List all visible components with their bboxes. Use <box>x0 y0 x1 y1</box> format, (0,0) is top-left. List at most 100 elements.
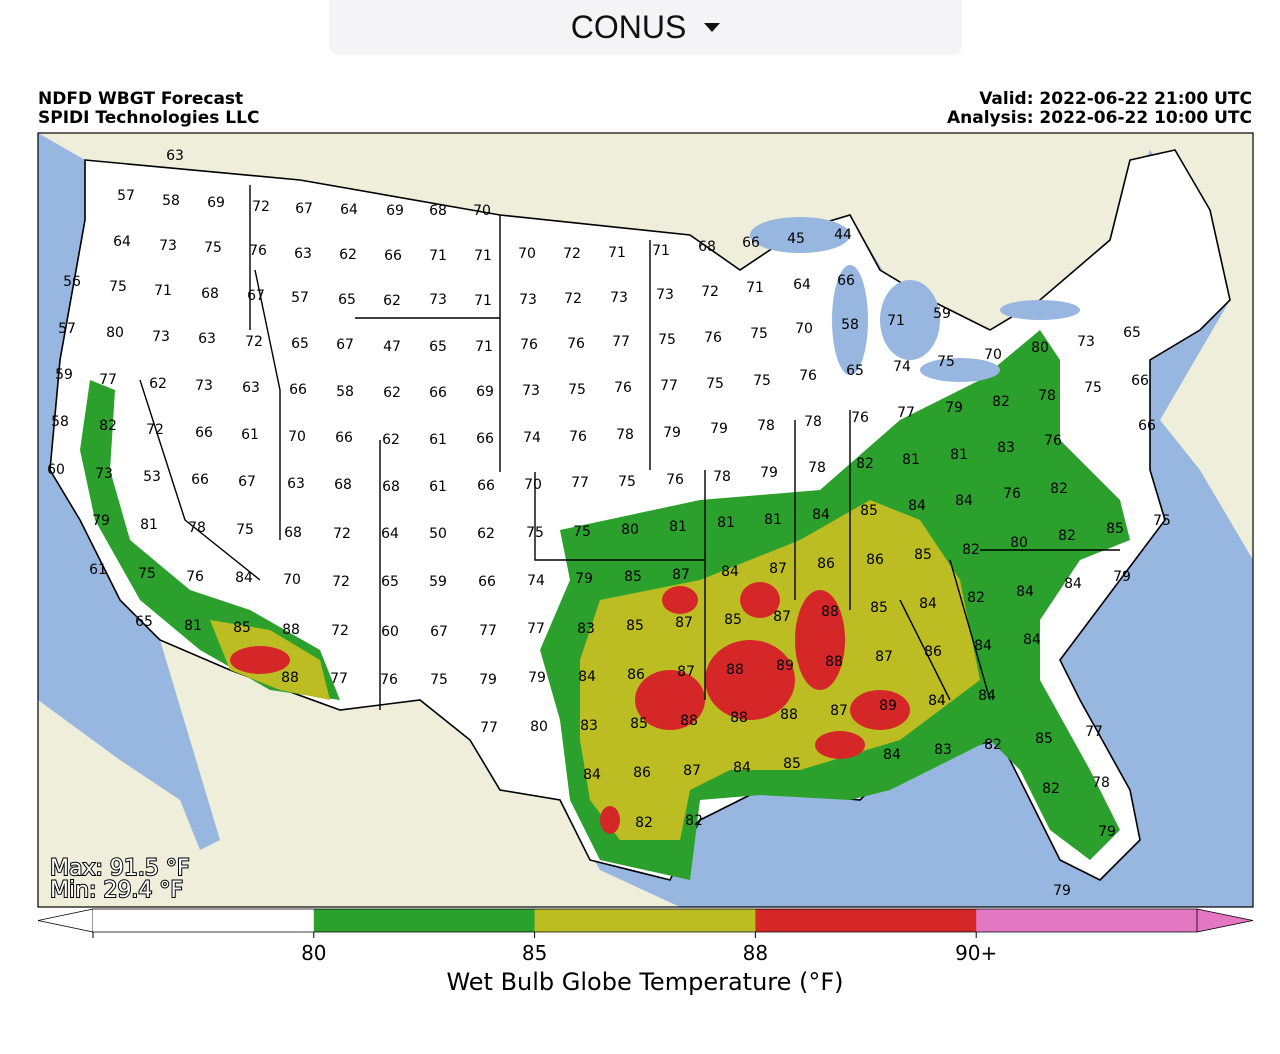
colorbar-arrow-low <box>37 908 94 933</box>
station-value: 73 <box>159 238 177 254</box>
station-value: 70 <box>984 347 1002 363</box>
station-value: 85 <box>626 618 644 634</box>
station-value: 88 <box>825 654 843 670</box>
station-value: 62 <box>383 385 401 401</box>
station-value: 62 <box>477 526 495 542</box>
station-value: 66 <box>289 382 307 398</box>
station-value: 73 <box>519 292 537 308</box>
station-value: 81 <box>717 515 735 531</box>
station-value: 80 <box>621 522 639 538</box>
station-value: 57 <box>117 188 135 204</box>
station-value: 66 <box>335 430 353 446</box>
station-value: 81 <box>140 517 158 533</box>
station-value: 88 <box>730 710 748 726</box>
station-value: 47 <box>383 339 401 355</box>
station-value: 69 <box>207 195 225 211</box>
station-value: 75 <box>753 373 771 389</box>
station-value: 76 <box>1044 433 1062 449</box>
station-value: 85 <box>1106 521 1124 537</box>
station-value: 67 <box>247 288 265 304</box>
station-value: 72 <box>331 623 349 639</box>
station-value: 77 <box>99 372 117 388</box>
station-value: 84 <box>883 747 901 763</box>
station-value: 59 <box>55 367 73 383</box>
station-value: 78 <box>808 460 826 476</box>
station-value: 84 <box>1023 632 1041 648</box>
station-value: 77 <box>480 720 498 736</box>
station-value: 84 <box>974 638 992 654</box>
station-value: 84 <box>919 596 937 612</box>
colorbar-segment <box>755 909 977 932</box>
station-value: 75 <box>236 522 254 538</box>
station-value: 85 <box>783 756 801 772</box>
station-value: 84 <box>908 498 926 514</box>
station-value: 71 <box>608 245 626 261</box>
station-value: 75 <box>204 240 222 256</box>
analysis-time: Analysis: 2022-06-22 10:00 UTC <box>947 108 1252 128</box>
station-value: 67 <box>238 474 256 490</box>
station-value: 67 <box>336 337 354 353</box>
station-value: 76 <box>799 368 817 384</box>
station-value: 83 <box>580 718 598 734</box>
station-value: 82 <box>635 815 653 831</box>
station-value: 82 <box>1050 481 1068 497</box>
dropdown-label[interactable]: CONUS <box>570 9 687 45</box>
station-value: 81 <box>764 512 782 528</box>
station-value: 77 <box>660 378 678 394</box>
map-frame <box>37 132 1254 908</box>
station-value: 76 <box>851 410 869 426</box>
station-value: 56 <box>63 274 81 290</box>
station-value: 72 <box>333 526 351 542</box>
region-dropdown[interactable]: CONUS <box>329 0 962 55</box>
station-value: 68 <box>201 286 219 302</box>
station-value: 65 <box>381 574 399 590</box>
station-value: 69 <box>476 384 494 400</box>
colorbar-outline <box>93 908 1197 933</box>
station-value: 84 <box>1064 576 1082 592</box>
station-value: 61 <box>241 427 259 443</box>
station-value: 84 <box>721 564 739 580</box>
station-value: 62 <box>382 432 400 448</box>
station-value: 77 <box>330 671 348 687</box>
great-lakes <box>750 217 1080 382</box>
station-value: 76 <box>569 429 587 445</box>
station-value: 77 <box>479 623 497 639</box>
station-value: 75 <box>750 326 768 342</box>
station-value: 57 <box>58 321 76 337</box>
station-value: 83 <box>934 742 952 758</box>
station-value: 76 <box>704 330 722 346</box>
station-value: 62 <box>339 247 357 263</box>
station-value: 80 <box>106 325 124 341</box>
station-value: 79 <box>528 670 546 686</box>
colorbar-segment <box>534 909 756 932</box>
station-value: 84 <box>955 493 973 509</box>
station-value: 62 <box>149 376 167 392</box>
station-labels: 63 57 58 69 72 67 64 69 68 70 64 73 75 76 63 62 66 71 71 70… <box>47 148 1171 899</box>
station-value: 79 <box>575 571 593 587</box>
station-value: 73 <box>152 329 170 345</box>
station-value: 71 <box>475 339 493 355</box>
station-value: 65 <box>1123 325 1141 341</box>
station-value: 82 <box>967 590 985 606</box>
station-value: 76 <box>520 337 538 353</box>
station-value: 72 <box>563 246 581 262</box>
station-value: 68 <box>698 239 716 255</box>
station-value: 82 <box>992 394 1010 410</box>
station-value: 87 <box>769 561 787 577</box>
dropdown-caret[interactable] <box>704 23 721 32</box>
station-value: 87 <box>672 567 690 583</box>
station-value: 66 <box>477 478 495 494</box>
station-value: 65 <box>291 336 309 352</box>
station-value: 81 <box>950 447 968 463</box>
station-value: 79 <box>663 425 681 441</box>
station-value: 72 <box>252 199 270 215</box>
station-value: 84 <box>235 570 253 586</box>
station-value: 70 <box>288 429 306 445</box>
station-value: 76 <box>186 569 204 585</box>
map-title: NDFD WBGT Forecast <box>38 89 243 109</box>
station-value: 75 <box>138 566 156 582</box>
station-value: 82 <box>685 813 703 829</box>
station-value: 50 <box>429 526 447 542</box>
station-value: 72 <box>245 334 263 350</box>
station-value: 66 <box>742 235 760 251</box>
